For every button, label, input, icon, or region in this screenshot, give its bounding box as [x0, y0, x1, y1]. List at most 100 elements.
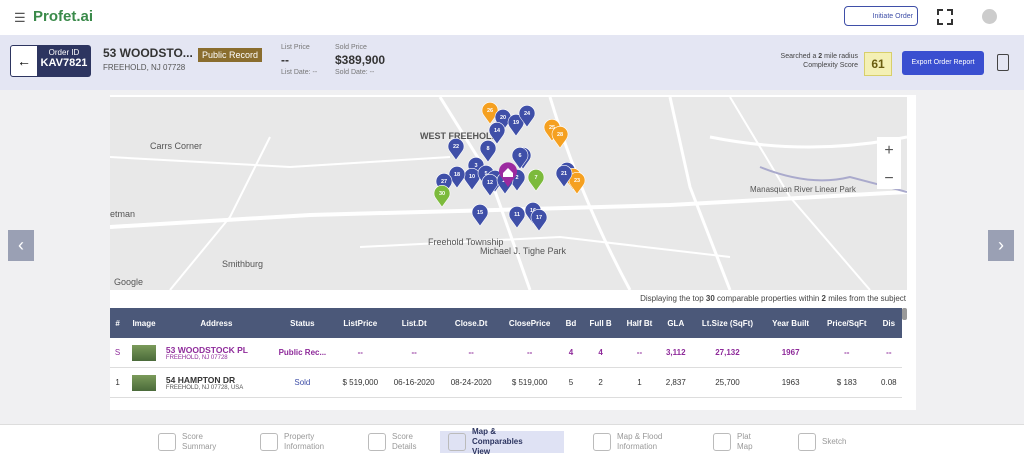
map-pin[interactable] — [507, 114, 525, 137]
map-pin[interactable] — [551, 126, 569, 149]
image-cell — [125, 338, 163, 368]
pin-label: 18 — [454, 172, 460, 178]
initiate-order-button[interactable]: Initiate Order — [844, 6, 918, 26]
report-icon[interactable] — [997, 54, 1009, 71]
nav-label: Plat Map — [737, 432, 753, 451]
cell: 1963 — [763, 367, 818, 398]
nav-label: Map & Comparables View — [472, 427, 523, 456]
next-arrow[interactable]: › — [988, 230, 1014, 261]
column-header[interactable]: # — [110, 308, 126, 338]
text-segment: 2 — [821, 294, 826, 303]
row-index: 1 — [110, 367, 126, 398]
place-label: Carrs Corner — [150, 141, 202, 151]
pin-label: 28 — [557, 132, 563, 138]
pin-label: 6 — [518, 153, 521, 159]
column-header[interactable]: ListPrice — [334, 308, 386, 338]
cell: 06-16-2020 — [385, 367, 443, 398]
sold-price-label: Sold Price — [335, 44, 367, 51]
column-header[interactable]: Close.Dt — [442, 308, 500, 338]
fullscreen-icon[interactable] — [937, 9, 953, 25]
zoom-out[interactable]: − — [884, 170, 893, 187]
map-pin[interactable] — [527, 169, 545, 192]
order-id-box: Order ID KAV7821 — [37, 45, 91, 77]
nav-item[interactable]: Map & Comparables View — [440, 427, 564, 456]
cell: -- — [817, 338, 876, 368]
cell: -- — [875, 338, 902, 368]
prev-arrow[interactable]: ‹ — [8, 230, 34, 261]
nav-item[interactable]: Score Summary — [150, 431, 245, 453]
nav-icon — [260, 433, 278, 451]
map-pin[interactable] — [568, 172, 586, 195]
property-thumbnail — [132, 344, 157, 361]
column-header[interactable]: GLA — [659, 308, 692, 338]
menu-icon[interactable]: ☰ — [14, 10, 26, 25]
pin-label: 25 — [549, 125, 555, 131]
map-pin[interactable] — [488, 122, 506, 145]
map-pin[interactable] — [447, 138, 465, 161]
pin-label: 20 — [500, 115, 506, 121]
river — [759, 166, 907, 193]
cell: -- — [385, 338, 443, 368]
map-pin[interactable] — [479, 140, 497, 163]
text-segment: Searched a — [780, 53, 819, 60]
home-icon — [503, 168, 513, 177]
place-label: Manasquan River Linear Park — [750, 185, 857, 194]
column-header[interactable]: Status — [269, 308, 335, 338]
cell: 25,700 — [691, 367, 764, 398]
table-wrap: # Image Address Status ListPrice List.Dt Close… — [110, 308, 902, 406]
zoom-in[interactable]: + — [884, 142, 893, 159]
order-bar: ← Order ID KAV7821 53 WOODSTO... FREEHOL… — [0, 35, 1024, 90]
column-header[interactable]: Address — [162, 308, 270, 338]
pin-label: 27 — [441, 179, 447, 185]
map-pin[interactable] — [518, 105, 536, 128]
street[interactable]: 54 HAMPTON DR — [165, 374, 236, 385]
text-segment: comparable properties within — [714, 294, 822, 303]
nav-item[interactable]: Plat Map — [705, 431, 775, 453]
cell: $ 519,000 — [334, 367, 386, 398]
map-pin[interactable] — [530, 209, 548, 232]
map-pin[interactable] — [481, 174, 499, 197]
column-header[interactable]: Year Built — [763, 308, 818, 338]
column-header[interactable]: List.Dt — [385, 308, 443, 338]
export-button[interactable]: Export Order Report — [902, 51, 984, 75]
back-button[interactable]: ← — [10, 45, 38, 77]
logo[interactable]: Profet.ai — [33, 8, 94, 25]
pin-label: 11 — [514, 212, 520, 218]
cell: 0.08 — [875, 367, 902, 398]
radius-text: Searched a 2 mile radius — [781, 53, 858, 60]
nav-item[interactable]: Score Details — [360, 431, 435, 453]
image-cell — [125, 367, 163, 398]
place-label: Michael J. Tighe Park — [480, 246, 567, 256]
street[interactable]: 53 WOODSTOCK PL — [165, 344, 248, 355]
column-header[interactable]: Full B — [582, 308, 619, 338]
nav-item[interactable]: Property Information — [252, 431, 347, 453]
pin-label: 19 — [513, 120, 519, 126]
column-header[interactable]: ClosePrice — [499, 308, 560, 338]
property-thumbnail — [132, 374, 157, 391]
column-header[interactable]: Dis — [875, 308, 902, 338]
cell: 08-24-2020 — [442, 367, 500, 398]
nav-item[interactable]: Sketch — [790, 431, 870, 453]
address-cell: 53 WOODSTOCK PL FREEHOLD, NJ 07728 — [162, 338, 270, 368]
nav-item[interactable]: Map & Flood Information — [585, 431, 705, 453]
cell: 5 — [559, 367, 583, 398]
map-pin[interactable] — [471, 204, 489, 227]
avatar[interactable] — [982, 9, 997, 24]
column-header[interactable]: Image — [125, 308, 163, 338]
map-pin[interactable] — [433, 185, 451, 208]
map-pin[interactable] — [555, 165, 573, 188]
column-header[interactable]: Price/SqFt — [817, 308, 876, 338]
scrollbar[interactable] — [902, 308, 907, 320]
column-header[interactable]: Lt.Size (SqFt) — [691, 308, 764, 338]
map-pin[interactable] — [508, 206, 526, 229]
place-label: Google — [114, 277, 143, 287]
cell: 1 — [618, 367, 660, 398]
text-segment: miles from the subject — [825, 294, 906, 303]
content-panel: Carrs Corner WEST FREEHOLD Freehold Townsh… — [110, 95, 916, 410]
zoom-controls[interactable] — [877, 137, 901, 189]
column-header[interactable]: Half Bt — [618, 308, 660, 338]
column-header[interactable]: Bd — [559, 308, 583, 338]
map[interactable]: Carrs Corner WEST FREEHOLD Freehold Townsh… — [110, 97, 907, 290]
map-pin[interactable] — [435, 173, 453, 196]
map-pin[interactable] — [511, 147, 529, 170]
